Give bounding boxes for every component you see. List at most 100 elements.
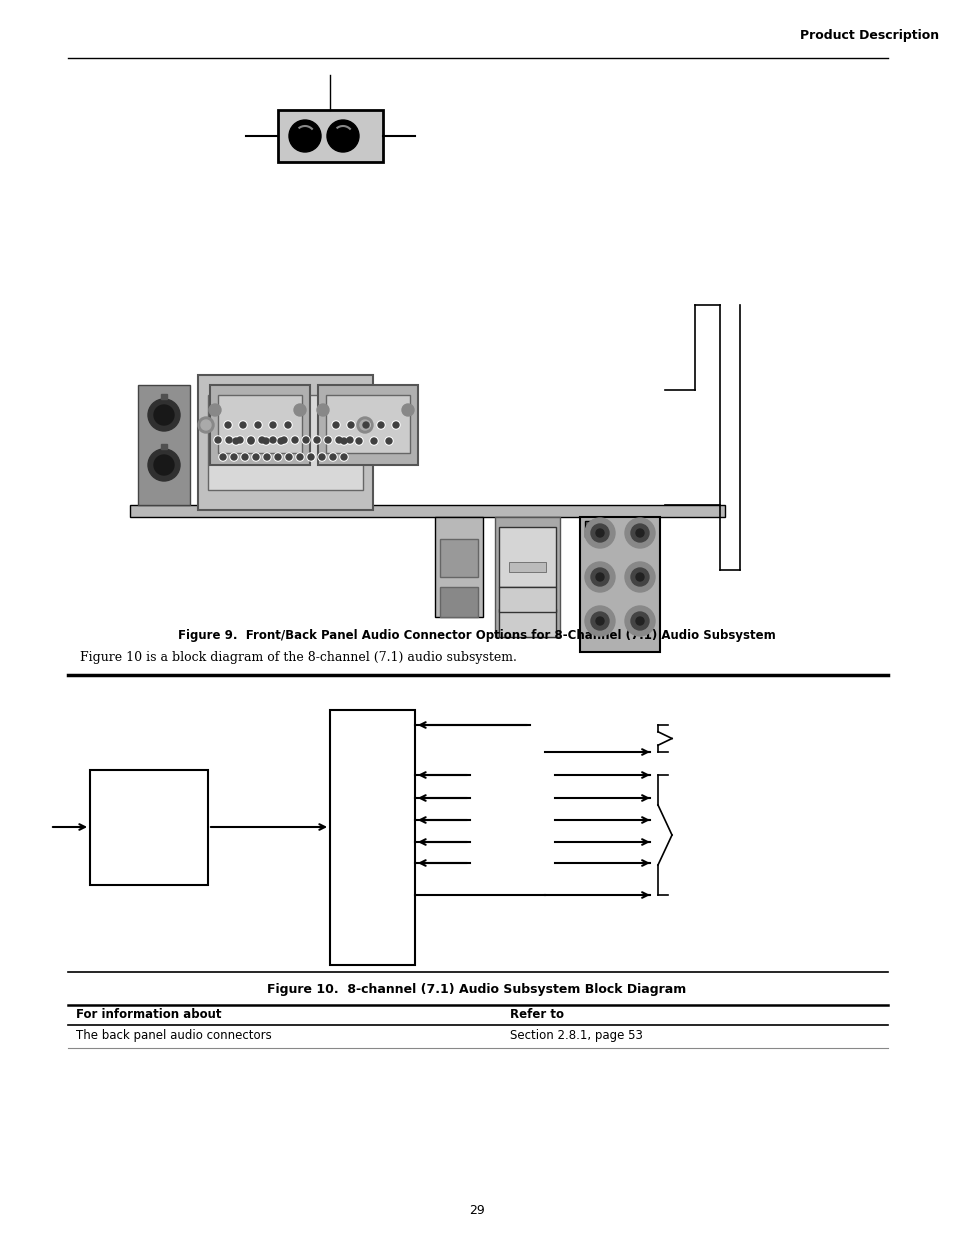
Bar xyxy=(495,517,559,637)
Circle shape xyxy=(303,437,309,443)
Circle shape xyxy=(198,417,213,433)
Circle shape xyxy=(153,405,173,425)
Text: Refer to: Refer to xyxy=(510,1009,563,1021)
Text: Figure 9.  Front/Back Panel Audio Connector Options for 8-Channel (7.1) Audio Su: Figure 9. Front/Back Panel Audio Connect… xyxy=(178,629,775,641)
Circle shape xyxy=(335,436,343,445)
Circle shape xyxy=(302,436,310,445)
Bar xyxy=(326,395,410,453)
Circle shape xyxy=(281,437,287,443)
Circle shape xyxy=(335,437,341,443)
Bar xyxy=(198,375,373,510)
Circle shape xyxy=(242,454,248,459)
Circle shape xyxy=(347,437,353,443)
Circle shape xyxy=(359,420,370,430)
Text: Figure 10.  8-channel (7.1) Audio Subsystem Block Diagram: Figure 10. 8-channel (7.1) Audio Subsyst… xyxy=(267,983,686,997)
Circle shape xyxy=(332,421,339,429)
Circle shape xyxy=(590,568,608,585)
Circle shape xyxy=(225,436,233,445)
Circle shape xyxy=(355,438,361,445)
Circle shape xyxy=(392,421,399,429)
Circle shape xyxy=(239,421,247,429)
Circle shape xyxy=(596,529,603,537)
Bar xyxy=(277,110,382,162)
Bar xyxy=(130,505,724,517)
Circle shape xyxy=(153,454,173,475)
Circle shape xyxy=(232,437,240,445)
Circle shape xyxy=(324,436,332,445)
Circle shape xyxy=(248,438,253,445)
Circle shape xyxy=(276,437,285,445)
Circle shape xyxy=(340,438,347,445)
Circle shape xyxy=(401,404,414,416)
Circle shape xyxy=(330,454,335,459)
Circle shape xyxy=(314,437,319,443)
Circle shape xyxy=(240,422,246,429)
Bar xyxy=(138,385,190,505)
Circle shape xyxy=(356,417,373,433)
Circle shape xyxy=(636,573,643,580)
Circle shape xyxy=(274,453,282,461)
Circle shape xyxy=(277,438,284,445)
Circle shape xyxy=(348,422,354,429)
Circle shape xyxy=(253,454,258,459)
Circle shape xyxy=(254,422,261,429)
Circle shape xyxy=(346,436,354,445)
Circle shape xyxy=(376,421,385,429)
Circle shape xyxy=(590,613,608,630)
Circle shape xyxy=(590,524,608,542)
Circle shape xyxy=(286,454,292,459)
Circle shape xyxy=(148,399,180,431)
Text: The back panel audio connectors: The back panel audio connectors xyxy=(76,1030,272,1042)
Bar xyxy=(439,538,477,577)
Circle shape xyxy=(224,421,232,429)
Circle shape xyxy=(624,562,655,592)
Circle shape xyxy=(318,454,325,459)
Bar xyxy=(439,587,477,618)
Circle shape xyxy=(258,437,265,443)
Circle shape xyxy=(201,420,211,430)
Circle shape xyxy=(329,453,336,461)
Bar xyxy=(509,562,545,572)
Circle shape xyxy=(339,453,348,461)
Circle shape xyxy=(263,453,271,461)
Circle shape xyxy=(340,454,347,459)
Circle shape xyxy=(307,453,314,461)
Bar xyxy=(498,587,556,613)
Bar xyxy=(579,517,659,652)
Circle shape xyxy=(355,437,363,445)
Circle shape xyxy=(284,421,292,429)
Circle shape xyxy=(280,436,288,445)
Circle shape xyxy=(270,422,275,429)
Circle shape xyxy=(325,437,331,443)
Circle shape xyxy=(292,437,297,443)
Circle shape xyxy=(231,454,236,459)
Circle shape xyxy=(636,618,643,625)
Circle shape xyxy=(248,437,253,443)
Circle shape xyxy=(247,437,254,445)
Circle shape xyxy=(333,422,338,429)
Circle shape xyxy=(213,436,222,445)
Circle shape xyxy=(316,404,329,416)
Bar xyxy=(90,769,208,885)
Circle shape xyxy=(253,421,262,429)
Circle shape xyxy=(624,606,655,636)
Bar xyxy=(161,394,167,399)
Circle shape xyxy=(313,436,320,445)
Text: Section 2.8.1, page 53: Section 2.8.1, page 53 xyxy=(510,1030,642,1042)
Bar xyxy=(218,395,302,453)
Text: For information about: For information about xyxy=(76,1009,221,1021)
Text: Product Description: Product Description xyxy=(800,28,939,42)
Circle shape xyxy=(630,568,648,585)
Bar xyxy=(330,710,415,965)
Circle shape xyxy=(148,450,180,480)
Circle shape xyxy=(370,437,377,445)
Circle shape xyxy=(285,422,291,429)
Circle shape xyxy=(269,436,276,445)
Circle shape xyxy=(327,120,358,152)
Circle shape xyxy=(241,453,249,461)
Bar xyxy=(584,521,602,537)
Circle shape xyxy=(630,524,648,542)
Bar xyxy=(208,395,363,490)
Bar xyxy=(161,445,167,450)
Circle shape xyxy=(295,453,304,461)
